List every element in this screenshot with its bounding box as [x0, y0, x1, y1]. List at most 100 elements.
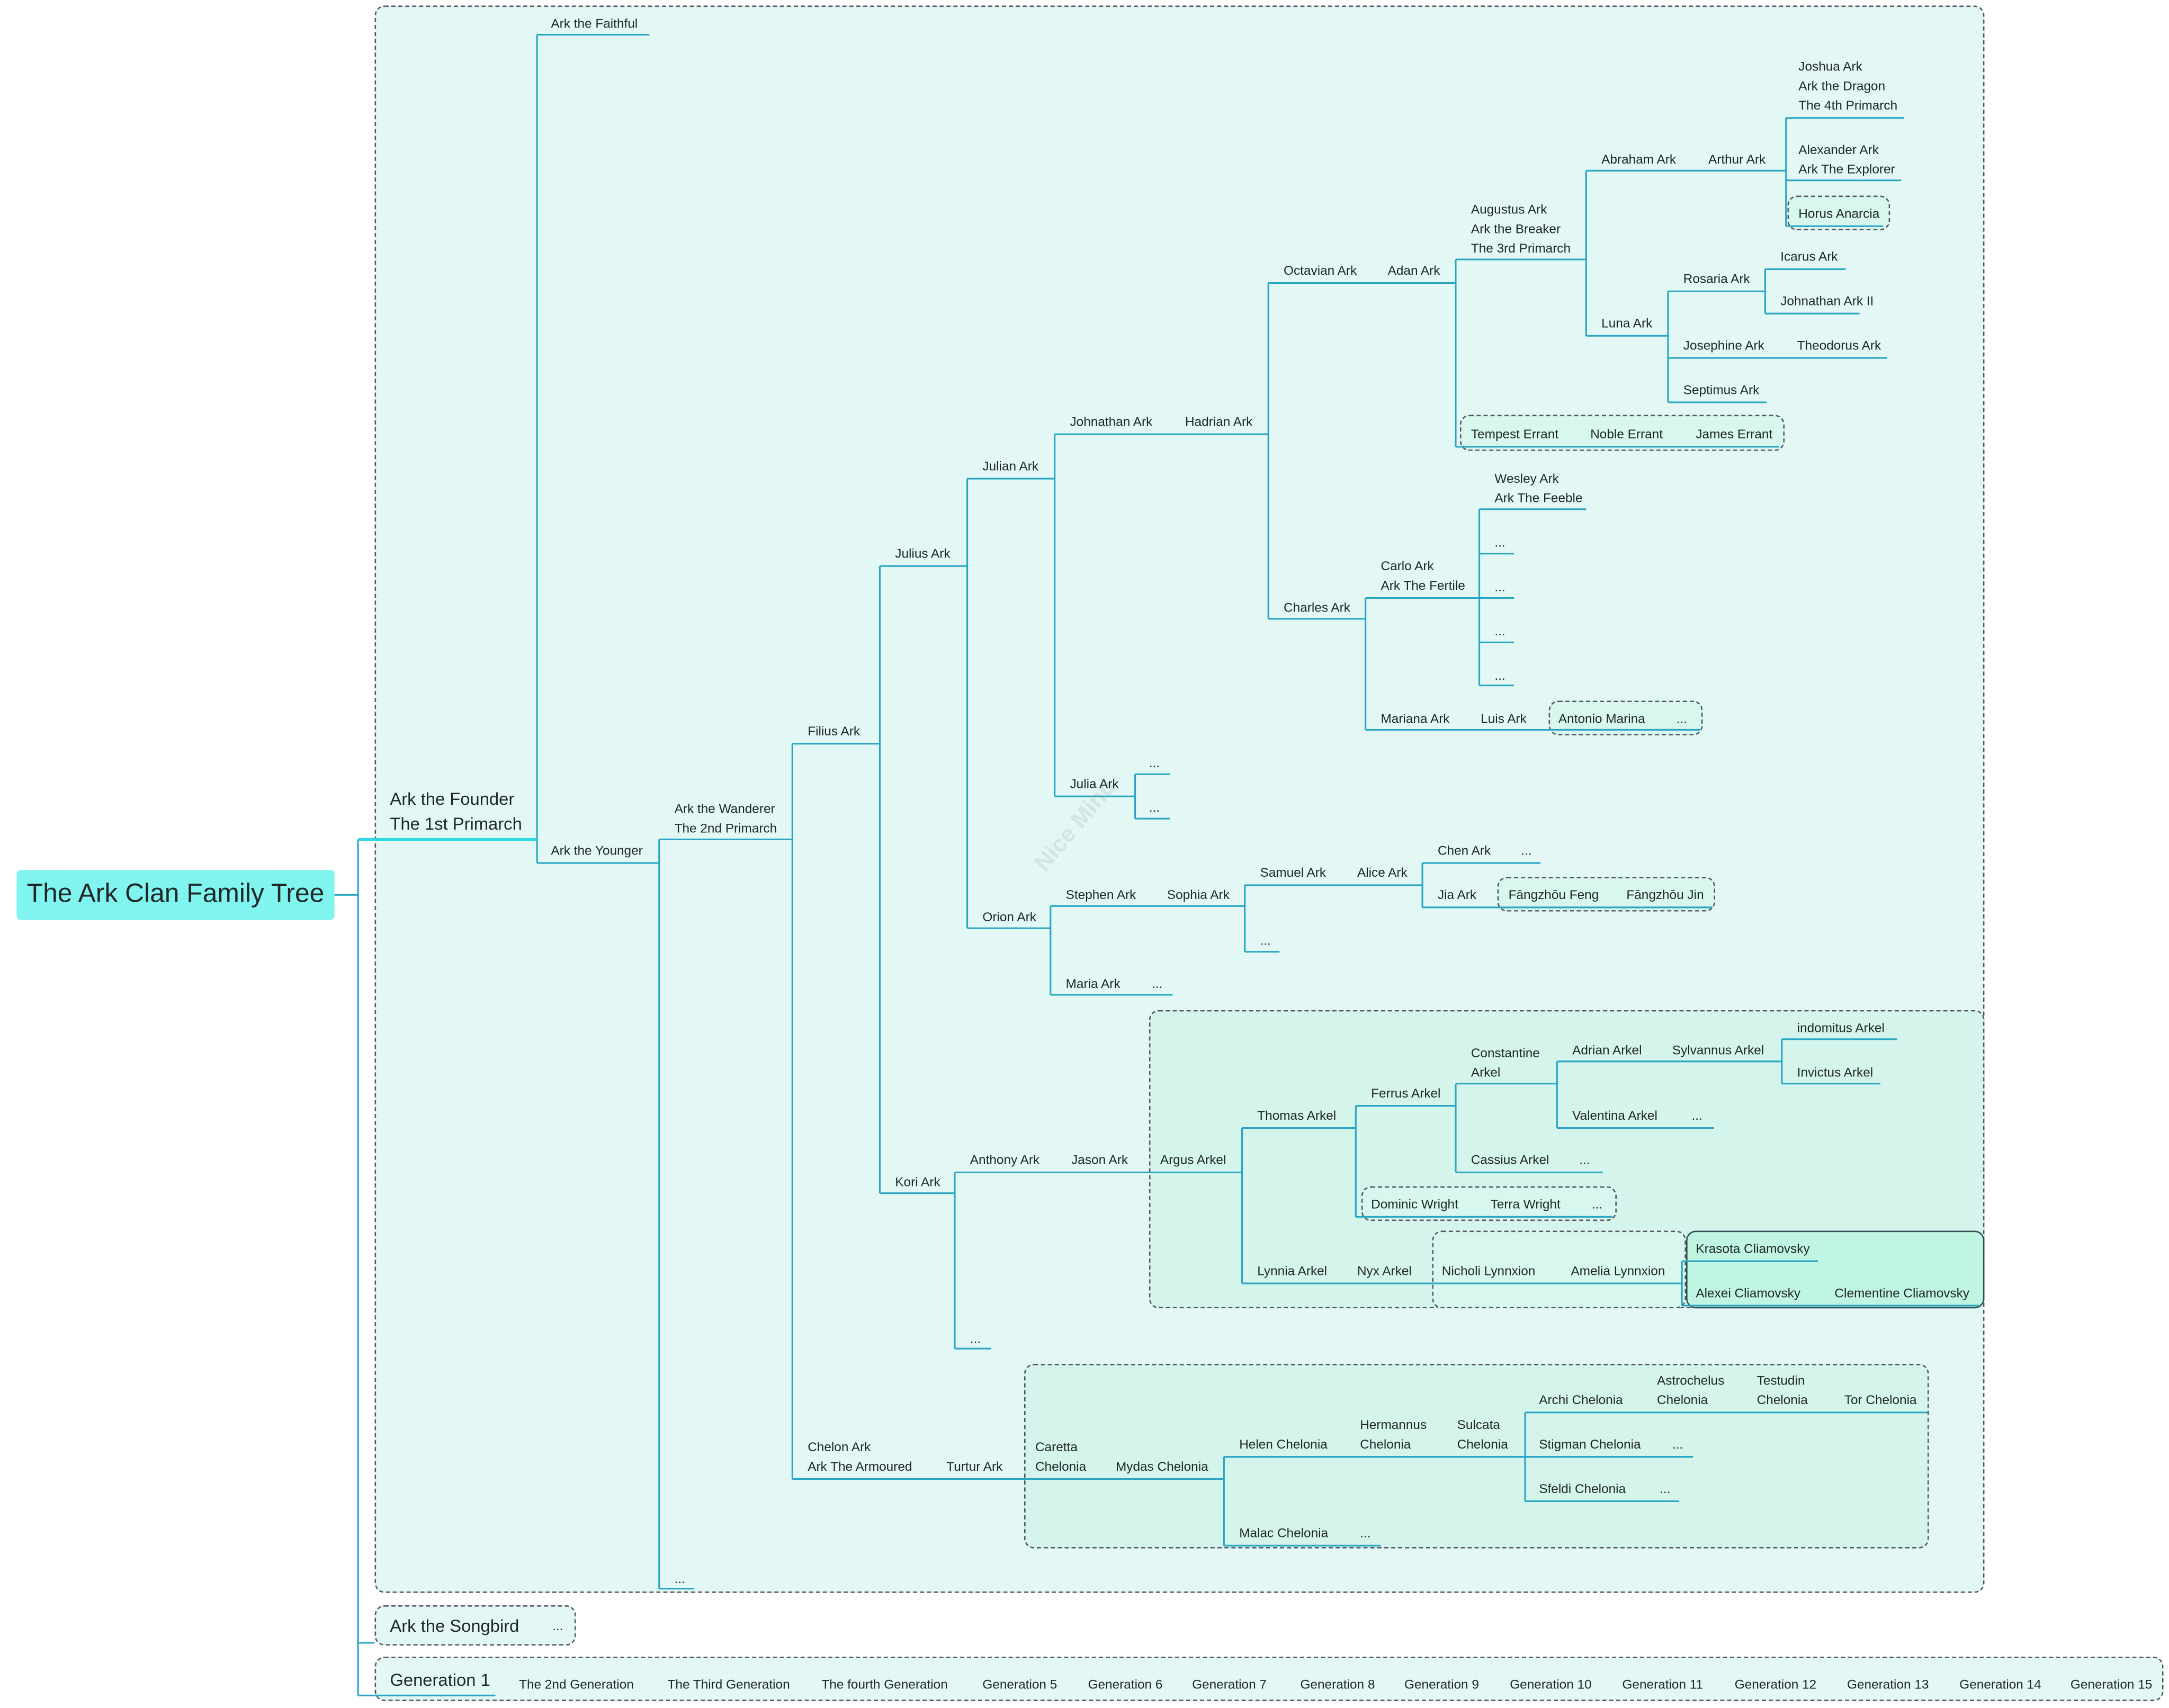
topic-octavian[interactable]: Octavian Ark [1284, 263, 1357, 278]
collapsed-more-node[interactable]: ... [1152, 976, 1163, 991]
topic-tor[interactable]: Tor Chelonia [1844, 1393, 1917, 1407]
topic-julia[interactable]: Julia Ark [1070, 777, 1119, 791]
topic-younger[interactable]: Ark the Younger [551, 843, 643, 858]
generation-label[interactable]: Generation 6 [1088, 1677, 1163, 1692]
collapsed-more-node[interactable]: ... [970, 1332, 981, 1346]
topic-orion[interactable]: Orion Ark [982, 910, 1036, 924]
collapsed-more-node[interactable]: ... [1494, 580, 1505, 594]
topic-julius[interactable]: Julius Ark [895, 546, 951, 561]
topic-joshua[interactable]: Joshua Ark Ark the Dragon The 4th Primar… [1798, 59, 1898, 113]
topic-maria[interactable]: Maria Ark [1065, 976, 1121, 991]
collapsed-more-node[interactable]: ... [1149, 756, 1160, 770]
generation-label[interactable]: Generation 10 [1510, 1677, 1592, 1692]
collapsed-more-node[interactable]: ... [1494, 535, 1505, 550]
collapsed-more-node[interactable]: ... [552, 1619, 563, 1633]
topic-icarus[interactable]: Icarus Ark [1780, 249, 1838, 264]
collapsed-more-node[interactable]: ... [1521, 843, 1532, 858]
topic-caretta[interactable]: Caretta Chelonia [1035, 1440, 1087, 1474]
generation-label[interactable]: Generation 15 [2070, 1677, 2153, 1692]
collapsed-more-node[interactable]: ... [1672, 1437, 1683, 1452]
topic-luna[interactable]: Luna Ark [1601, 316, 1653, 330]
collapsed-more-node[interactable]: ... [1591, 1197, 1603, 1211]
topic-lynnia[interactable]: Lynnia Arkel [1257, 1264, 1328, 1278]
topic-arthur[interactable]: Arthur Ark [1708, 152, 1766, 167]
topic-chelon[interactable]: Chelon Ark Ark The Armoured [808, 1440, 912, 1474]
topic-sylvannus[interactable]: Sylvannus Arkel [1672, 1043, 1764, 1057]
topic-johnathan2[interactable]: Johnathan Ark II [1780, 294, 1874, 308]
topic-septimus[interactable]: Septimus Ark [1683, 383, 1760, 397]
topic-kori[interactable]: Kori Ark [895, 1175, 940, 1189]
topic-tempest[interactable]: Tempest Errant [1471, 427, 1559, 442]
generation-label[interactable]: Generation 14 [1959, 1677, 2041, 1692]
collapsed-more-node[interactable]: ... [1494, 624, 1505, 639]
collapsed-more-node[interactable]: ... [1260, 933, 1271, 948]
generation-label[interactable]: The fourth Generation [821, 1677, 948, 1692]
topic-ferrus[interactable]: Ferrus Arkel [1371, 1086, 1441, 1101]
collapsed-more-node[interactable]: ... [1494, 669, 1505, 683]
generation-label[interactable]: Generation 11 [1622, 1677, 1704, 1692]
topic-turtur[interactable]: Turtur Ark [946, 1459, 1003, 1474]
topic-founder[interactable]: Ark the Founder The 1st Primarch [390, 789, 522, 834]
topic-alexei[interactable]: Alexei Cliamovsky [1696, 1286, 1801, 1300]
topic-stigman[interactable]: Stigman Chelonia [1539, 1437, 1641, 1452]
topic-valentina[interactable]: Valentina Arkel [1572, 1108, 1657, 1123]
topic-chen[interactable]: Chen Ark [1437, 843, 1491, 858]
topic-stephen[interactable]: Stephen Ark [1065, 888, 1136, 902]
topic-hadrian[interactable]: Hadrian Ark [1185, 415, 1253, 429]
generation-label[interactable]: The Third Generation [667, 1677, 790, 1692]
generation-label[interactable]: Generation 13 [1847, 1677, 1929, 1692]
topic-theodorus[interactable]: Theodorus Ark [1797, 338, 1881, 353]
topic-noble[interactable]: Noble Errant [1590, 427, 1663, 442]
topic-adan[interactable]: Adan Ark [1387, 263, 1440, 278]
topic-thomas[interactable]: Thomas Arkel [1257, 1108, 1337, 1123]
topic-wesley[interactable]: Wesley Ark Ark The Feeble [1494, 472, 1583, 505]
topic-antonio[interactable]: Antonio Marina [1558, 712, 1645, 726]
topic-sulcata[interactable]: Sulcata Chelonia [1457, 1418, 1508, 1452]
topic-filius[interactable]: Filius Ark [808, 724, 861, 739]
collapsed-more-node[interactable]: ... [1149, 801, 1160, 815]
topic-alice[interactable]: Alice Ark [1357, 866, 1408, 880]
topic-nicholi[interactable]: Nicholi Lynnxion [1441, 1264, 1536, 1278]
topic-sfeldi[interactable]: Sfeldi Chelonia [1539, 1481, 1626, 1496]
topic-anthony[interactable]: Anthony Ark [970, 1153, 1040, 1167]
topic-hermannus[interactable]: Hermannus Chelonia [1360, 1418, 1427, 1452]
topic-luis[interactable]: Luis Ark [1481, 712, 1527, 726]
topic-clementine[interactable]: Clementine Cliamovsky [1834, 1286, 1969, 1300]
topic-nyx[interactable]: Nyx Arkel [1357, 1264, 1412, 1278]
topic-wanderer[interactable]: Ark the Wanderer The 2nd Primarch [674, 802, 777, 835]
generation-label[interactable]: Generation 8 [1300, 1677, 1375, 1692]
collapsed-more-node[interactable]: ... [674, 1572, 685, 1586]
topic-amelia[interactable]: Amelia Lynnxion [1571, 1264, 1665, 1278]
generation-label[interactable]: Generation 12 [1734, 1677, 1817, 1692]
topic-archi[interactable]: Archi Chelonia [1539, 1393, 1623, 1407]
topic-dominic[interactable]: Dominic Wright [1371, 1197, 1458, 1211]
collapsed-more-node[interactable]: ... [1360, 1526, 1371, 1540]
generation-label[interactable]: Generation 1 [390, 1670, 490, 1690]
collapsed-more-node[interactable]: ... [1660, 1481, 1671, 1496]
generation-label[interactable]: Generation 9 [1404, 1677, 1479, 1692]
generation-label[interactable]: The 2nd Generation [519, 1677, 634, 1692]
topic-augustus[interactable]: Augustus Ark Ark the Breaker The 3rd Pri… [1471, 202, 1571, 256]
topic-josephine[interactable]: Josephine Ark [1683, 338, 1764, 353]
topic-alexander[interactable]: Alexander Ark Ark The Explorer [1798, 142, 1895, 176]
topic-sophia[interactable]: Sophia Ark [1167, 888, 1230, 902]
topic-jason[interactable]: Jason Ark [1071, 1153, 1128, 1167]
topic-jia[interactable]: Jia Ark [1437, 888, 1477, 902]
topic-argus[interactable]: Argus Arkel [1160, 1153, 1226, 1167]
topic-james[interactable]: James Errant [1696, 427, 1773, 442]
topic-krasota[interactable]: Krasota Cliamovsky [1696, 1242, 1810, 1256]
generation-label[interactable]: Generation 5 [982, 1677, 1057, 1692]
topic-abraham[interactable]: Abraham Ark [1601, 152, 1677, 167]
topic-songbird[interactable]: Ark the Songbird [390, 1616, 519, 1636]
topic-mariana[interactable]: Mariana Ark [1381, 712, 1450, 726]
topic-testudin[interactable]: Testudin Chelonia [1756, 1373, 1808, 1407]
topic-astrochelus[interactable]: Astrochelus Chelonia [1656, 1373, 1725, 1407]
topic-johnathan[interactable]: Johnathan Ark [1070, 415, 1153, 429]
topic-constantine[interactable]: Constantine Arkel [1471, 1046, 1540, 1080]
topic-indomitus[interactable]: indomitus Arkel [1797, 1021, 1885, 1035]
topic-horus[interactable]: Horus Anarcia [1798, 206, 1880, 221]
topic-rosaria[interactable]: Rosaria Ark [1683, 272, 1750, 286]
collapsed-more-node[interactable]: ... [1676, 712, 1687, 726]
topic-julian[interactable]: Julian Ark [982, 459, 1039, 473]
topic-samuel[interactable]: Samuel Ark [1260, 866, 1327, 880]
